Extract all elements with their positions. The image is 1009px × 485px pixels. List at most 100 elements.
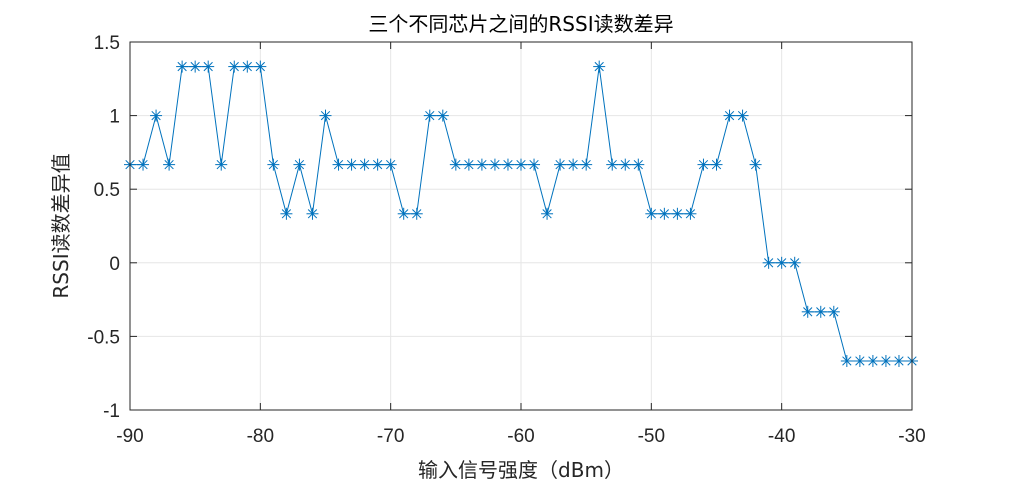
marker-stroke <box>386 159 396 170</box>
data-point <box>606 158 619 171</box>
marker-stroke <box>698 159 709 170</box>
marker-stroke <box>724 110 735 121</box>
x-tick-label: -30 <box>898 426 925 447</box>
marker-stroke <box>425 110 435 121</box>
data-point <box>397 207 410 220</box>
marker-stroke <box>763 258 774 268</box>
marker-stroke <box>203 61 213 72</box>
data-point <box>723 109 736 122</box>
marker-stroke <box>464 159 474 170</box>
marker-stroke <box>138 159 148 170</box>
data-point <box>423 109 436 122</box>
y-tick-label: -1 <box>103 401 120 422</box>
y-tick-label: 0 <box>109 254 120 275</box>
data-point <box>501 158 514 171</box>
data-point <box>163 158 176 171</box>
marker-stroke <box>685 209 696 219</box>
marker-stroke <box>829 307 839 317</box>
marker-stroke <box>477 159 487 170</box>
marker-stroke <box>438 110 448 121</box>
axes: -90 -80 -70 -60 -50 -40 -30 -1 -0.5 0 0.5 1 1.5 <box>87 33 925 447</box>
marker-stroke <box>620 159 630 170</box>
marker-stroke <box>490 159 500 170</box>
data-point <box>762 256 775 269</box>
x-tick-label: -90 <box>116 426 143 447</box>
data-point <box>332 158 345 171</box>
y-axis-label: RSSI读数差异值 <box>49 153 73 298</box>
data-point <box>449 158 462 171</box>
data-point <box>541 207 554 220</box>
marker-stroke <box>868 356 878 366</box>
marker-stroke <box>307 209 318 219</box>
y-tick-label: 0.5 <box>94 180 120 201</box>
data-point <box>632 158 645 171</box>
data-point <box>241 60 254 73</box>
data-point <box>176 60 189 73</box>
marker-stroke <box>451 159 461 170</box>
data-point <box>515 158 527 171</box>
data-point <box>866 354 879 367</box>
data-point <box>462 158 475 171</box>
data-point <box>801 305 814 318</box>
data-point <box>827 305 840 318</box>
marker-stroke <box>659 209 670 219</box>
marker-stroke <box>777 258 787 268</box>
data-point <box>202 60 215 73</box>
data-point <box>775 256 788 269</box>
data-point <box>150 109 163 122</box>
marker-stroke <box>607 159 617 170</box>
marker-stroke <box>190 61 200 72</box>
marker-stroke <box>594 61 604 72</box>
marker-stroke <box>229 61 239 72</box>
data-point <box>619 158 632 171</box>
marker-stroke <box>881 356 891 366</box>
marker-stroke <box>581 159 591 170</box>
data-point <box>488 158 501 171</box>
data-point <box>788 256 801 269</box>
data-point <box>853 354 866 367</box>
marker-stroke <box>568 159 578 170</box>
data-point <box>293 158 306 171</box>
data-point <box>228 60 241 73</box>
data-point <box>528 158 541 171</box>
data-point <box>645 207 658 220</box>
y-tick-label: 1.5 <box>94 33 120 54</box>
marker-stroke <box>672 209 683 219</box>
marker-stroke <box>346 159 357 170</box>
data-point <box>306 207 319 220</box>
marker-stroke <box>894 356 904 366</box>
marker-stroke <box>633 159 643 170</box>
chart-title: 三个不同芯片之间的RSSI读数差异 <box>368 12 673 36</box>
data-point <box>384 158 397 171</box>
data-point <box>137 158 150 171</box>
marker-stroke <box>372 159 383 170</box>
marker-stroke <box>268 159 279 170</box>
data-point <box>892 354 905 367</box>
marker-stroke <box>503 159 513 170</box>
data-point <box>736 109 749 122</box>
marker-stroke <box>646 209 656 219</box>
data-point <box>267 158 280 171</box>
data-point <box>749 158 762 171</box>
data-point <box>358 158 371 171</box>
data-point <box>697 158 710 171</box>
marker-stroke <box>177 61 187 72</box>
data-point <box>410 207 423 220</box>
x-tick-label: -40 <box>768 426 795 447</box>
marker-stroke <box>855 356 865 366</box>
data-point <box>671 207 684 220</box>
data-point <box>710 158 723 171</box>
marker-stroke <box>281 209 292 219</box>
marker-stroke <box>242 61 252 72</box>
data-point <box>554 158 567 171</box>
marker-stroke <box>711 159 722 170</box>
data-point <box>684 207 697 220</box>
y-tick-label: 1 <box>109 107 120 128</box>
series-line-group <box>124 60 918 367</box>
marker-stroke <box>816 307 826 317</box>
data-point <box>371 158 384 171</box>
data-point <box>189 60 202 73</box>
data-point <box>840 354 853 367</box>
data-point <box>475 158 488 171</box>
marker-stroke <box>529 159 539 170</box>
